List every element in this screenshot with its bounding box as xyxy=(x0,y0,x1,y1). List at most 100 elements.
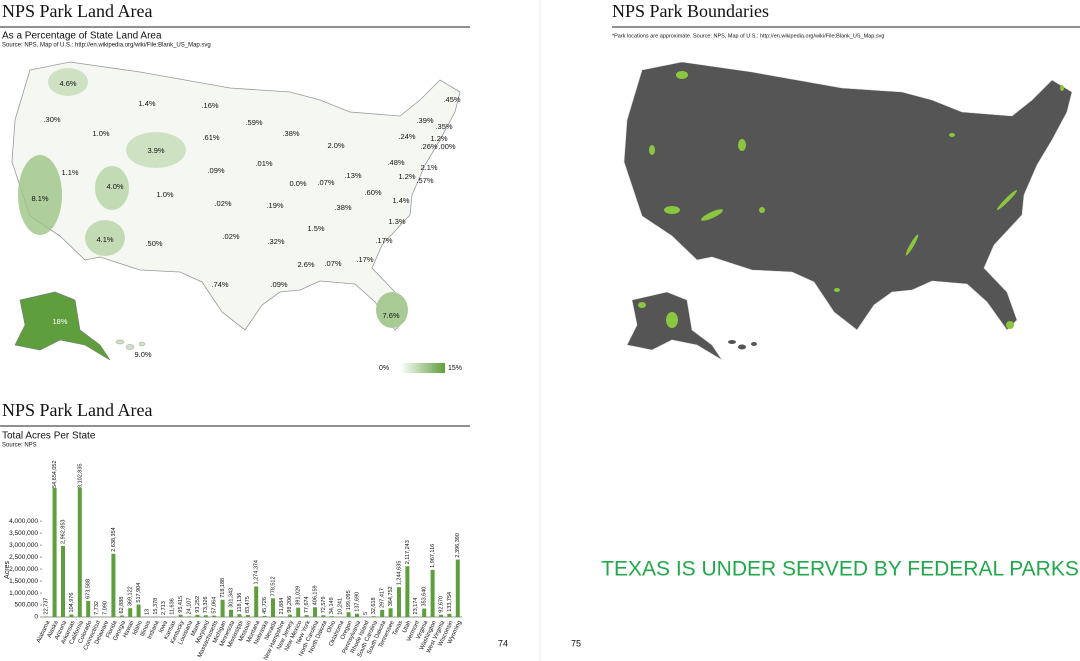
value-label: 98,206 xyxy=(287,596,293,613)
map-label: .30% xyxy=(43,115,60,124)
y-axis-label: Acres xyxy=(4,561,11,579)
value-label: 2,962,853 xyxy=(60,520,66,544)
map-label: 4.6% xyxy=(59,79,76,88)
bar xyxy=(405,566,410,617)
value-label: 1,244,635 xyxy=(396,561,402,585)
choropleth-map: 4.6% 1.4% .16% .45% .30% 1.0% .61% .59% .38% .39%… xyxy=(11,61,461,361)
value-label: 2,638,354 xyxy=(111,527,117,551)
value-label: 718,188 xyxy=(220,578,226,598)
value-label: 2,117,243 xyxy=(405,540,411,564)
map-label: 2.0% xyxy=(327,141,344,150)
value-label: 517,904 xyxy=(136,583,142,603)
value-label: 5 xyxy=(363,612,369,615)
map-label: .07% xyxy=(324,259,341,268)
map-title: NPS Park Land Area xyxy=(2,1,152,21)
bar xyxy=(388,608,393,617)
bar-chart: 0 500,000 1,000,000 1,500,000 2,000,000 2,500… xyxy=(9,460,463,661)
map-label: 1.2% xyxy=(398,172,415,181)
y-tick-label: 0 xyxy=(34,614,38,621)
bar xyxy=(52,488,57,618)
map-label: 1.2% xyxy=(430,134,447,143)
bar xyxy=(439,614,443,617)
bar xyxy=(422,608,427,617)
value-label: 22,737 xyxy=(44,598,50,615)
value-label: 104,976 xyxy=(69,593,75,613)
bar xyxy=(119,615,124,617)
map-label: .02% xyxy=(214,199,231,208)
map-label: 2.1% xyxy=(420,163,437,172)
callout: TEXAS IS UNDER SERVED BY FEDERAL PARKS xyxy=(601,558,1079,581)
chart-subtitle: Total Acres Per State xyxy=(2,431,96,442)
boundary-map xyxy=(623,61,1073,361)
value-label: 1,967,116 xyxy=(430,544,436,568)
bar xyxy=(329,616,334,617)
bar xyxy=(279,616,284,617)
map-label: .07% xyxy=(317,178,334,187)
value-label: 32,618 xyxy=(371,597,377,614)
value-label: 7,090 xyxy=(102,601,108,615)
value-label: 15,378 xyxy=(153,598,159,615)
value-label: 364,752 xyxy=(388,586,394,606)
map-label: 1.3% xyxy=(388,217,405,226)
bar xyxy=(86,600,91,617)
value-label: 391,029 xyxy=(296,586,302,606)
value-label: 11,636 xyxy=(170,598,176,614)
bar xyxy=(77,488,82,617)
bar xyxy=(455,559,460,617)
value-label: 8,102,835 xyxy=(77,464,83,488)
y-tick-label: 3,000,000 xyxy=(9,542,38,549)
page-number: 75 xyxy=(571,638,581,648)
map-label: 4.1% xyxy=(96,235,113,244)
value-label: 2,396,390 xyxy=(455,533,461,557)
y-tick-label: 3,500,000 xyxy=(9,530,38,537)
value-label: 24,107 xyxy=(186,598,192,615)
value-label: 10,241 xyxy=(338,598,344,615)
value-label: 73,326 xyxy=(203,596,209,613)
bar xyxy=(447,613,452,617)
value-label: 13 xyxy=(144,609,150,615)
bar xyxy=(287,614,292,617)
map-label: 3.9% xyxy=(147,146,164,155)
value-label: 297,417 xyxy=(380,588,386,608)
map-label: 0.0% xyxy=(289,179,306,188)
bar xyxy=(371,616,376,617)
value-label: 406,159 xyxy=(312,585,318,605)
y-tick-label: 1,500,000 xyxy=(9,578,38,585)
map-label: .39% xyxy=(416,116,433,125)
bar xyxy=(296,607,301,617)
value-label: 778,512 xyxy=(270,576,276,596)
value-label: 93,252 xyxy=(195,596,201,613)
map-label: .48% xyxy=(387,158,404,167)
bars xyxy=(44,488,460,618)
value-label: 62,888 xyxy=(119,597,125,614)
page-number: 74 xyxy=(498,638,508,648)
legend-min: 0% xyxy=(379,365,389,372)
legend-max: 15% xyxy=(448,365,462,372)
map-label: .45% xyxy=(443,95,460,104)
map-label: .13% xyxy=(344,171,361,180)
bar xyxy=(355,613,359,617)
map-label: 4.0% xyxy=(106,182,123,191)
map-label: .16% xyxy=(201,101,218,110)
value-label: 83,475 xyxy=(245,596,251,613)
bar xyxy=(44,616,49,617)
right-title: NPS Park Boundaries xyxy=(612,1,769,21)
value-label: 353,640 xyxy=(422,587,428,607)
bar xyxy=(430,569,435,617)
bar xyxy=(397,587,401,617)
value-label: 369,122 xyxy=(128,586,134,606)
y-tick-label: 2,000,000 xyxy=(9,566,38,573)
map-label: .38% xyxy=(282,129,299,138)
map-source: Source: NPS, Map of U.S.: http://en.wiki… xyxy=(2,43,211,49)
value-label: 72,579 xyxy=(321,596,327,613)
value-label: 57,064 xyxy=(212,597,218,614)
chart-source: Source: NPS xyxy=(2,443,37,449)
bar xyxy=(237,614,242,617)
x-tick-label: Ohio xyxy=(326,619,337,634)
bar xyxy=(136,604,141,617)
bar xyxy=(254,586,259,617)
map-label: 7.6% xyxy=(382,311,399,320)
map-subtitle: As a Percentage of State Land Area xyxy=(2,31,162,42)
map-label: 2.6% xyxy=(297,260,314,269)
